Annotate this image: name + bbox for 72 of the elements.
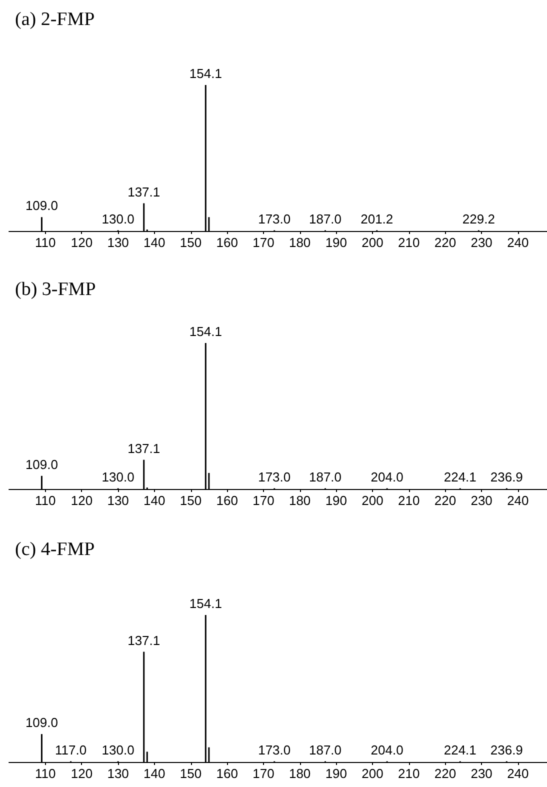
chart-title: (b) 3-FMP bbox=[15, 279, 96, 300]
x-tick-label: 170 bbox=[252, 766, 274, 781]
x-tick-label: 160 bbox=[216, 493, 238, 508]
x-tick-label: 240 bbox=[507, 766, 529, 781]
annotation: 137.1 bbox=[128, 440, 160, 456]
annotation: 109.0 bbox=[25, 456, 58, 472]
annotation: 137.1 bbox=[128, 184, 160, 200]
x-tick-label: 120 bbox=[70, 235, 93, 250]
annotation: 130.0 bbox=[102, 469, 134, 484]
x-tick-label: 240 bbox=[507, 493, 529, 508]
x-tick-label: 160 bbox=[216, 766, 238, 781]
x-tick-label: 140 bbox=[144, 766, 166, 781]
annotation: 130.0 bbox=[102, 742, 134, 758]
annotation: 224.1 bbox=[444, 469, 476, 484]
chart-title: (a) 2-FMP bbox=[15, 9, 95, 30]
annotation: 130.0 bbox=[102, 211, 134, 226]
x-tick-label: 190 bbox=[325, 493, 348, 508]
x-tick-label: 150 bbox=[180, 235, 202, 250]
annotation: 173.0 bbox=[258, 469, 291, 484]
x-tick-label: 120 bbox=[70, 766, 93, 781]
x-tick-label: 210 bbox=[398, 235, 420, 250]
annotation: 109.0 bbox=[25, 715, 58, 730]
x-tick-label: 200 bbox=[362, 235, 384, 250]
x-tick-label: 130 bbox=[107, 493, 129, 508]
x-tick-label: 230 bbox=[470, 235, 492, 250]
x-tick-label: 210 bbox=[398, 493, 420, 508]
x-tick-label: 140 bbox=[144, 235, 166, 250]
x-tick-label: 110 bbox=[34, 493, 56, 508]
annotation: 187.0 bbox=[308, 742, 342, 758]
x-tick-label: 170 bbox=[252, 235, 274, 250]
x-tick-label: 190 bbox=[325, 235, 348, 250]
x-tick-label: 110 bbox=[34, 766, 56, 781]
annotation: 109.0 bbox=[25, 198, 58, 214]
annotation: 154.1 bbox=[189, 324, 222, 339]
annotation: 187.0 bbox=[308, 469, 342, 484]
x-tick-label: 220 bbox=[434, 766, 456, 781]
x-tick-label: 110 bbox=[34, 235, 56, 250]
x-tick-label: 200 bbox=[362, 766, 384, 781]
x-tick-label: 130 bbox=[107, 235, 129, 250]
annotation: 204.0 bbox=[370, 469, 404, 484]
x-tick-label: 170 bbox=[252, 493, 274, 508]
x-tick-label: 180 bbox=[288, 493, 311, 508]
chart-title: (c) 4-FMP bbox=[15, 539, 95, 560]
annotation: 229.2 bbox=[462, 211, 495, 226]
x-tick-label: 130 bbox=[107, 766, 129, 781]
x-tick-label: 200 bbox=[362, 493, 384, 508]
annotation: 154.1 bbox=[189, 596, 222, 611]
annotation: 173.0 bbox=[258, 742, 291, 758]
x-tick-label: 140 bbox=[144, 493, 166, 508]
x-tick-label: 240 bbox=[507, 235, 529, 250]
x-tick-label: 220 bbox=[434, 235, 456, 250]
annotation: 117.0 bbox=[55, 742, 87, 758]
x-tick-label: 210 bbox=[398, 766, 420, 781]
annotation: 201.2 bbox=[360, 211, 394, 226]
x-tick-label: 230 bbox=[470, 766, 492, 781]
x-tick-label: 150 bbox=[180, 766, 202, 781]
x-tick-label: 180 bbox=[288, 766, 311, 781]
x-tick-label: 180 bbox=[288, 235, 311, 250]
annotation: 154.1 bbox=[189, 66, 222, 81]
annotation: 236.9 bbox=[490, 469, 523, 484]
x-tick-label: 190 bbox=[325, 766, 348, 781]
annotation: 236.9 bbox=[490, 742, 523, 758]
annotation: 187.0 bbox=[308, 211, 342, 226]
x-tick-label: 120 bbox=[70, 493, 93, 508]
x-tick-label: 160 bbox=[216, 235, 238, 250]
x-tick-label: 150 bbox=[180, 493, 202, 508]
annotation: 173.0 bbox=[258, 211, 291, 226]
annotation: 137.1 bbox=[128, 632, 160, 648]
annotation: 204.0 bbox=[370, 742, 404, 758]
x-tick-label: 230 bbox=[470, 493, 492, 508]
annotation: 224.1 bbox=[444, 742, 476, 758]
x-tick-label: 220 bbox=[434, 493, 456, 508]
